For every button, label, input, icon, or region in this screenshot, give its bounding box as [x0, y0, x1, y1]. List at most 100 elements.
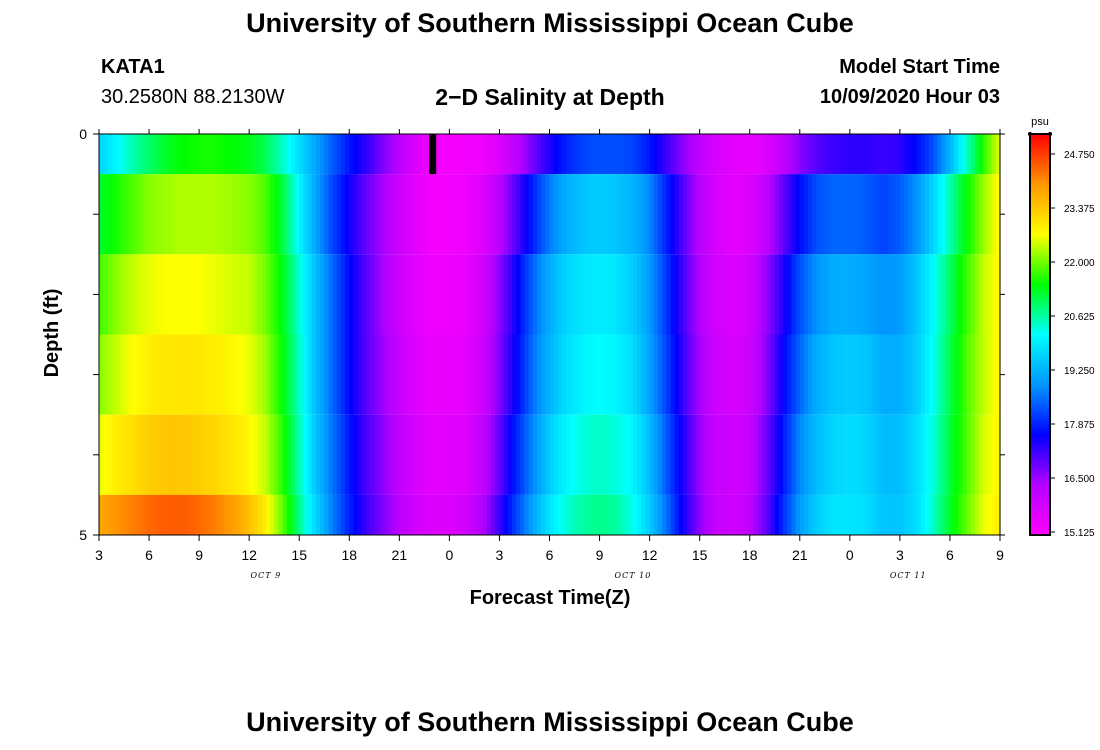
heatmap-cell: [307, 334, 313, 415]
heatmap-cell: [933, 174, 939, 255]
heatmap-cell: [795, 494, 801, 535]
heatmap-cell: [186, 494, 192, 535]
heatmap-cell: [420, 134, 425, 175]
heatmap-cell: [841, 334, 847, 415]
heatmap-cell: [924, 414, 930, 495]
heatmap-cell: [795, 334, 801, 415]
heatmap-cell: [666, 494, 672, 535]
heatmap-cell: [457, 174, 463, 255]
heatmap-cell: [374, 334, 380, 415]
heatmap-cell: [749, 494, 755, 535]
heatmap-cell: [324, 494, 330, 535]
heatmap-cell: [770, 494, 776, 535]
heatmap-cell: [282, 134, 288, 175]
heatmap-cell: [570, 134, 576, 175]
heatmap-cell: [758, 254, 763, 335]
heatmap-cell: [328, 494, 334, 535]
heatmap-cell: [933, 134, 939, 175]
heatmap-cell: [712, 414, 717, 495]
heatmap-cell: [703, 134, 709, 175]
heatmap-cell: [332, 334, 338, 415]
heatmap-cell: [649, 334, 655, 415]
heatmap-cell: [678, 494, 684, 535]
heatmap-cell: [595, 494, 601, 535]
heatmap-cell: [645, 414, 651, 495]
heatmap-cell: [933, 254, 939, 335]
heatmap-cell: [758, 174, 763, 255]
heatmap-cell: [983, 134, 989, 175]
heatmap-cell: [949, 134, 955, 175]
heatmap-cell: [582, 334, 588, 415]
heatmap-cell: [215, 414, 221, 495]
heatmap-cell: [332, 494, 338, 535]
heatmap-cell: [136, 134, 142, 175]
heatmap-cell: [603, 254, 609, 335]
heatmap-cell: [603, 414, 609, 495]
heatmap-cell: [845, 494, 851, 535]
heatmap-cell: [357, 134, 363, 175]
heatmap-cell: [199, 494, 204, 535]
heatmap-cell: [916, 334, 922, 415]
heatmap-cell: [349, 254, 355, 335]
heatmap-cell: [687, 414, 692, 495]
date-label: OCT 10: [615, 571, 652, 580]
heatmap-cell: [157, 254, 163, 335]
heatmap-cell: [299, 494, 304, 535]
heatmap-cell: [407, 174, 413, 255]
heatmap-cell: [987, 414, 993, 495]
heatmap-cells: [99, 134, 1001, 535]
heatmap-cell: [432, 494, 438, 535]
heatmap-cell: [545, 254, 551, 335]
heatmap-cell: [215, 174, 221, 255]
x-tick-label: 0: [846, 547, 854, 563]
heatmap-cell: [620, 334, 626, 415]
heatmap-cell: [119, 494, 125, 535]
heatmap-cell: [311, 254, 317, 335]
heatmap-cell: [232, 414, 238, 495]
heatmap-cell: [99, 494, 104, 535]
heatmap-cell: [795, 134, 801, 175]
heatmap-cell: [674, 414, 680, 495]
heatmap-cell: [979, 174, 984, 255]
heatmap-cell: [107, 414, 113, 495]
heatmap-cell: [140, 134, 146, 175]
heatmap-cell: [799, 334, 805, 415]
heatmap-cell: [916, 414, 922, 495]
heatmap-cell: [958, 174, 964, 255]
heatmap-cell: [891, 174, 897, 255]
heatmap-cell: [157, 414, 163, 495]
heatmap-cell: [190, 174, 196, 255]
heatmap-cell: [124, 334, 129, 415]
heatmap-cell: [111, 334, 117, 415]
heatmap-cell: [282, 254, 288, 335]
heatmap-cell: [870, 134, 876, 175]
heatmap-cell: [716, 494, 722, 535]
heatmap-cell: [411, 134, 417, 175]
chart-title: 2−D Salinity at Depth: [435, 84, 665, 110]
heatmap-cell: [182, 134, 188, 175]
heatmap-cell: [741, 134, 747, 175]
heatmap-cell: [124, 134, 129, 175]
heatmap-cell: [445, 134, 450, 175]
heatmap-cell: [315, 254, 321, 335]
heatmap-cell: [545, 494, 551, 535]
heatmap-cell: [808, 414, 813, 495]
heatmap-cell: [165, 494, 171, 535]
heatmap-cell: [799, 494, 805, 535]
heatmap-cell: [858, 174, 863, 255]
heatmap-cell: [566, 334, 571, 415]
heatmap-cell: [441, 414, 446, 495]
heatmap-cell: [578, 134, 584, 175]
heatmap-cell: [758, 334, 763, 415]
heatmap-cell: [315, 414, 321, 495]
heatmap-cell: [495, 134, 501, 175]
heatmap-cell: [753, 174, 759, 255]
heatmap-cell: [841, 414, 847, 495]
heatmap-cell: [570, 414, 576, 495]
heatmap-cell: [587, 414, 592, 495]
heatmap-cell: [420, 174, 425, 255]
heatmap-cell: [758, 134, 763, 175]
heatmap-cell: [966, 254, 972, 335]
heatmap-cell: [954, 334, 959, 415]
heatmap-cell: [495, 254, 501, 335]
